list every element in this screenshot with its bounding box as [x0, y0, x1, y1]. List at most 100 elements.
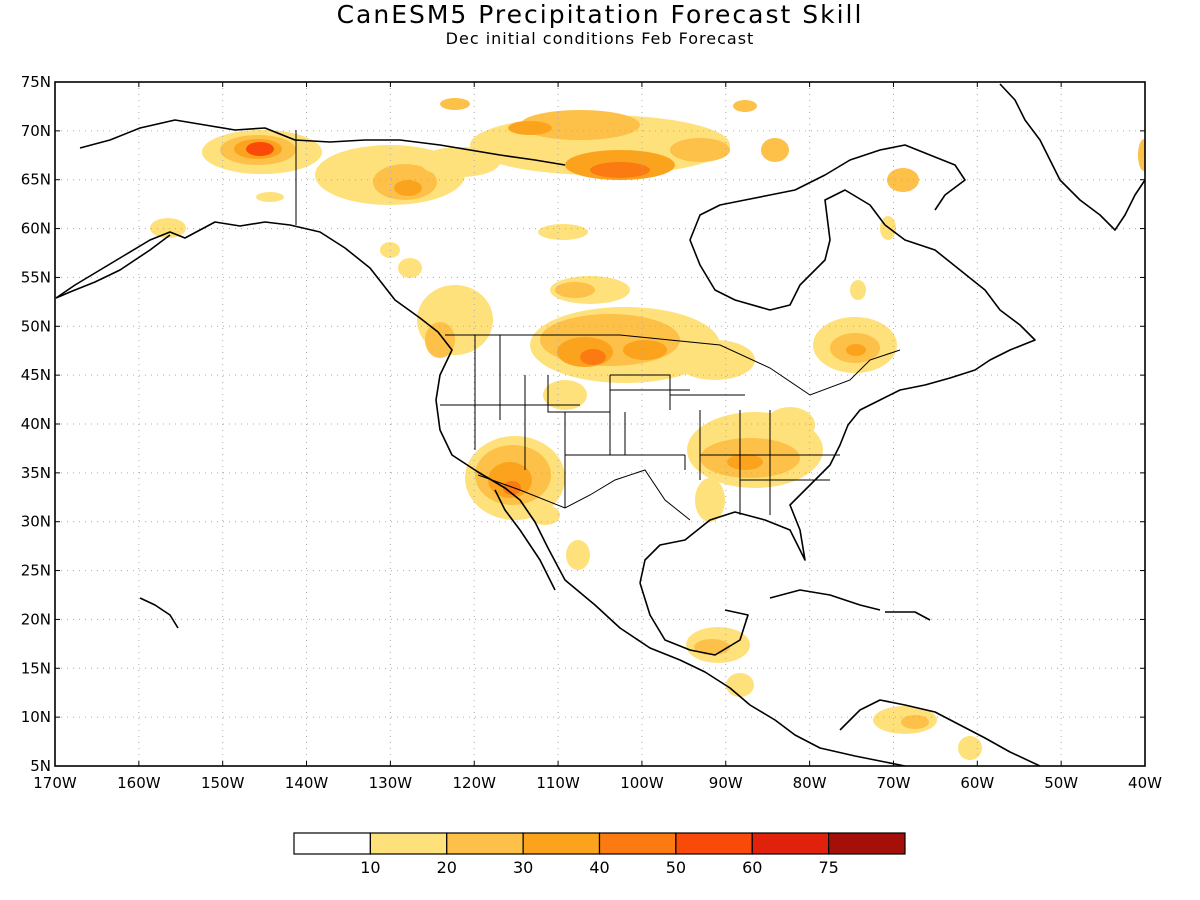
colorbar-tick-label: 75 — [818, 858, 838, 877]
skill-region-nwt — [394, 180, 422, 196]
colorbar-swatch — [446, 832, 524, 855]
colorbar-tick-label: 40 — [589, 858, 609, 877]
skill-region-guyana — [958, 736, 982, 760]
political-boundaries — [295, 130, 901, 521]
lat-tick-label: 35N — [21, 464, 51, 482]
lat-tick-label: 5N — [30, 757, 51, 775]
skill-region-arctic — [440, 98, 470, 110]
skill-region-ohio-valley — [765, 407, 815, 443]
skill-region-arctic — [520, 110, 640, 140]
lat-tick-label: 40N — [21, 415, 51, 433]
skill-region-pacific-nw — [425, 322, 455, 358]
colorbar-tick-label: 10 — [360, 858, 380, 877]
coastline-cuba — [769, 589, 881, 611]
coastline-hawaii — [139, 597, 179, 629]
map-subtitle: Dec initial conditions Feb Forecast — [445, 29, 755, 48]
skill-region-arctic — [508, 121, 552, 135]
coastlines — [55, 83, 1145, 766]
coastline-aleutians — [55, 234, 171, 299]
coastline-north-america — [55, 221, 906, 766]
map-gridlines — [55, 82, 1145, 766]
coastline-arctic — [79, 119, 566, 166]
lat-tick-label: 30N — [21, 513, 51, 531]
skill-region-ohio-valley — [727, 454, 763, 470]
lat-tick-label: 25N — [21, 562, 51, 580]
latitude-labels: 5N 10N 15N 20N 25N 30N 35N 40N 45N 50N 55N 60N 65N 70… — [21, 73, 51, 775]
lon-tick-label: 70W — [877, 774, 911, 792]
skill-region-greenland — [1138, 139, 1145, 171]
skill-region-quebec — [846, 344, 866, 356]
lon-tick-label: 100W — [620, 774, 664, 792]
colorbar-labels: 10 20 30 40 50 60 75 — [360, 858, 839, 877]
skill-region-bc-coast — [398, 258, 422, 278]
colorbar-tick-label: 20 — [437, 858, 457, 877]
skill-region-alaska — [246, 142, 274, 156]
skill-region-northern-plains — [623, 340, 667, 360]
skill-region-venezuela — [901, 715, 929, 729]
lat-tick-label: 45N — [21, 366, 51, 384]
colorbar-swatch — [522, 832, 601, 855]
skill-region-baja — [530, 505, 560, 525]
colorbar — [293, 832, 906, 855]
border-us-canada — [445, 334, 901, 396]
lon-tick-label: 150W — [201, 774, 245, 792]
lon-tick-label: 40W — [1128, 774, 1162, 792]
border-us-states — [440, 335, 840, 515]
map-title: CanESM5 Precipitation Forecast Skill — [336, 0, 864, 29]
lat-tick-label: 55N — [21, 268, 51, 286]
lat-tick-label: 15N — [21, 659, 51, 677]
colorbar-tick-label: 60 — [742, 858, 762, 877]
skill-region-arctic — [670, 138, 730, 162]
skill-region-baffin — [887, 168, 919, 192]
lon-tick-label: 160W — [117, 774, 161, 792]
skill-region-arctic — [590, 162, 650, 178]
skill-region-arctic — [761, 138, 789, 162]
lon-tick-label: 50W — [1044, 774, 1078, 792]
axis-ticks — [54, 81, 1146, 767]
plot-frame — [54, 81, 1146, 767]
lon-tick-label: 170W — [33, 774, 77, 792]
skill-region-northern-plains — [580, 349, 606, 365]
lat-tick-label: 75N — [21, 73, 51, 91]
skill-region-southwest — [503, 481, 521, 495]
colorbar-swatch — [828, 832, 906, 855]
skill-region-central-canada — [555, 282, 595, 298]
lon-tick-label: 130W — [369, 774, 413, 792]
colorbar-swatch — [293, 832, 371, 855]
lon-tick-label: 110W — [536, 774, 580, 792]
colorbar-swatch — [675, 832, 753, 855]
coastline-hudson-bay — [689, 144, 966, 311]
skill-region-great-lakes — [675, 340, 755, 380]
lat-tick-label: 50N — [21, 317, 51, 335]
colorbar-swatch — [751, 832, 830, 855]
lon-tick-label: 90W — [709, 774, 743, 792]
coastline-south-america — [839, 699, 1041, 766]
lat-tick-label: 10N — [21, 708, 51, 726]
border-us-mexico — [477, 469, 691, 521]
coastline-baja — [494, 489, 556, 591]
coastline-greenland — [999, 83, 1145, 231]
lat-tick-label: 20N — [21, 610, 51, 628]
lon-tick-label: 60W — [960, 774, 994, 792]
skill-region-sw-alaska — [150, 218, 186, 238]
skill-region-wyoming — [543, 380, 587, 410]
coastline-mexico — [639, 582, 749, 656]
colorbar-tick-label: 50 — [666, 858, 686, 877]
skill-region-central-america — [726, 673, 754, 697]
longitude-labels: 170W 160W 150W 140W 130W 120W 110W 100W 90W 80W 70… — [33, 774, 1162, 792]
lon-tick-label: 80W — [793, 774, 827, 792]
lat-tick-label: 70N — [21, 122, 51, 140]
colorbar-swatch — [369, 832, 448, 855]
colorbar-swatch — [598, 832, 677, 855]
coastline-hispaniola — [885, 611, 931, 621]
skill-region-mississippi — [695, 478, 725, 522]
lon-tick-label: 120W — [452, 774, 496, 792]
skill-region-arctic — [733, 100, 757, 112]
coastline-gulf — [639, 224, 1036, 584]
skill-region-alaska — [256, 192, 284, 202]
skill-region-mexico — [566, 540, 590, 570]
skill-shading — [150, 98, 1145, 760]
colorbar-tick-label: 30 — [513, 858, 533, 877]
lat-tick-label: 60N — [21, 220, 51, 238]
